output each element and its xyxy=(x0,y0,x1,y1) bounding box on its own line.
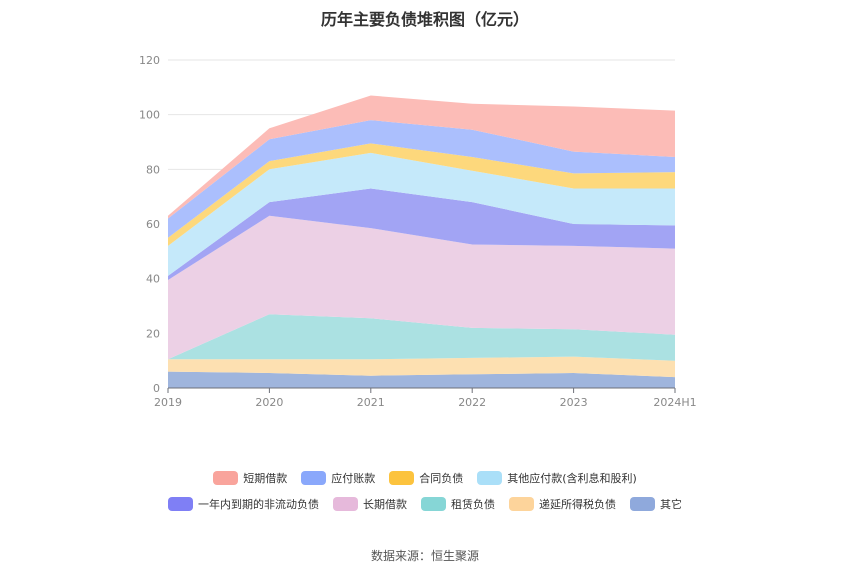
legend-row: 短期借款 应付账款 合同负债 其他应付款(含利息和股利) xyxy=(0,470,850,486)
chart-legend: 短期借款 应付账款 合同负债 其他应付款(含利息和股利) 一年内到期的非流动负债 长期借… xyxy=(0,470,850,522)
legend-swatch xyxy=(630,497,655,511)
y-tick-label: 60 xyxy=(146,218,160,231)
legend-item[interactable]: 合同负债 xyxy=(389,470,463,486)
area-series xyxy=(168,120,675,238)
legend-swatch xyxy=(509,497,534,511)
legend-label: 其他应付款(含利息和股利) xyxy=(507,472,637,485)
x-tick-label: 2019 xyxy=(154,396,182,409)
y-tick-label: 20 xyxy=(146,327,160,340)
y-tick-label: 40 xyxy=(146,273,160,286)
legend-swatch xyxy=(421,497,446,511)
area-series xyxy=(168,188,675,280)
legend-swatch xyxy=(301,471,327,485)
chart-title: 历年主要负债堆积图（亿元） xyxy=(320,10,529,29)
legend-label: 递延所得税负债 xyxy=(539,498,616,511)
legend-item[interactable]: 应付账款 xyxy=(301,470,375,486)
legend-item[interactable]: 其他应付款(含利息和股利) xyxy=(477,470,637,486)
legend-label: 合同负债 xyxy=(419,472,464,485)
legend-item[interactable]: 长期借款 xyxy=(333,496,407,512)
legend-label: 应付账款 xyxy=(331,472,376,485)
y-tick-label: 120 xyxy=(139,54,160,67)
legend-swatch xyxy=(477,471,503,485)
legend-label: 短期借款 xyxy=(243,472,288,485)
x-tick-label: 2023 xyxy=(560,396,588,409)
area-series xyxy=(168,152,675,276)
legend-label: 长期借款 xyxy=(363,498,407,511)
legend-item[interactable]: 其它 xyxy=(630,496,682,512)
area-series xyxy=(168,371,675,388)
legend-item[interactable]: 递延所得税负债 xyxy=(509,496,616,512)
x-tick-label: 2021 xyxy=(357,396,385,409)
y-tick-label: 100 xyxy=(139,109,160,122)
legend-label: 租赁负债 xyxy=(451,498,495,511)
legend-swatch xyxy=(213,471,239,485)
stacked-area-chart: 0 20 40 60 80 100 120 2019 2020 2021 2022 2023 2024H… xyxy=(139,54,697,409)
y-tick-label: 80 xyxy=(146,163,160,176)
area-series xyxy=(168,314,675,361)
data-source-note: 数据来源：恒生聚源 xyxy=(370,549,479,563)
legend-item[interactable]: 短期借款 xyxy=(213,470,287,486)
legend-label: 一年内到期的非流动负债 xyxy=(198,498,319,511)
legend-swatch xyxy=(168,497,193,511)
legend-item[interactable]: 一年内到期的非流动负债 xyxy=(168,496,319,512)
x-tick-label: 2020 xyxy=(255,396,283,409)
x-tick-label: 2022 xyxy=(458,396,486,409)
legend-swatch xyxy=(389,471,415,485)
area-series xyxy=(168,95,675,219)
legend-row: 一年内到期的非流动负债 长期借款 租赁负债 递延所得税负债 其它 xyxy=(0,496,850,512)
legend-item[interactable]: 租赁负债 xyxy=(421,496,495,512)
y-tick-label: 0 xyxy=(153,382,160,395)
x-tick-label: 2024H1 xyxy=(653,396,696,409)
legend-swatch xyxy=(333,497,358,511)
area-series xyxy=(168,356,675,378)
area-series xyxy=(168,215,675,360)
legend-label: 其它 xyxy=(660,498,682,511)
